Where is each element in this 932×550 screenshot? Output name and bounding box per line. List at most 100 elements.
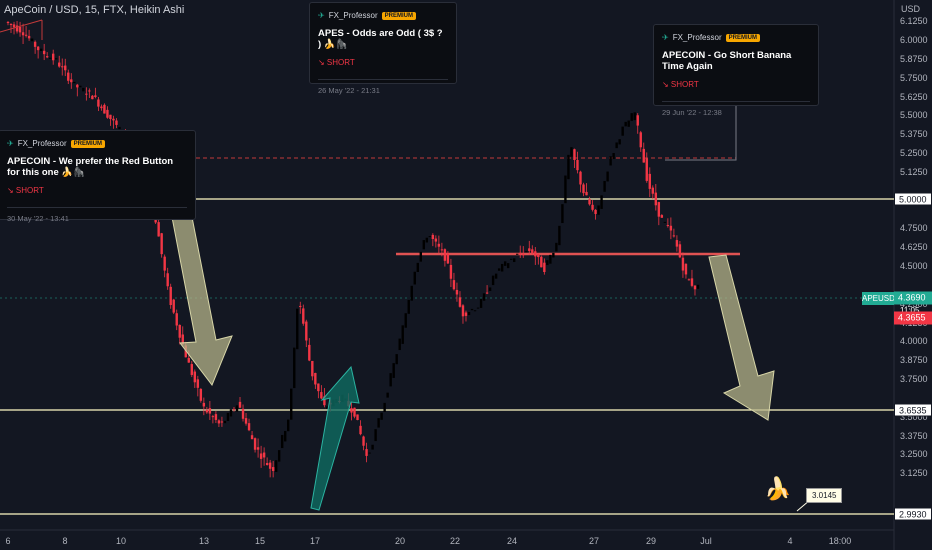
y-tick-label: 4.6250 <box>900 242 928 253</box>
candle-body <box>603 180 606 192</box>
down-arrow-right <box>708 254 775 421</box>
idea-card-apes-odds[interactable]: ✈ FX_Professor PREMIUM APES - Odds are Odd… <box>309 2 457 95</box>
candle-body <box>55 58 58 60</box>
x-tick-label: 6 <box>5 536 11 546</box>
candle-body <box>247 423 251 431</box>
candle-body <box>624 121 627 127</box>
candle-body <box>461 305 465 317</box>
candle-body <box>235 405 239 412</box>
candle-body <box>455 289 459 295</box>
candle-body <box>271 467 275 471</box>
x-tick-label: 13 <box>198 536 210 546</box>
candle-body <box>287 419 290 432</box>
candle-body <box>157 222 160 237</box>
candle-body <box>494 273 498 279</box>
idea-card-banana-time[interactable]: ✈ FX_Professor PREMIUM APECOIN - Go Short … <box>653 24 819 117</box>
y-tick-label: 5.5000 <box>900 110 928 121</box>
candle-body <box>588 198 591 205</box>
candle-body <box>422 240 426 250</box>
x-tick-label: 24 <box>506 536 518 546</box>
idea-action: ↘ SHORT <box>7 186 44 195</box>
candle-body <box>678 244 682 258</box>
candle-body <box>39 48 43 51</box>
candle-body <box>187 358 190 363</box>
candle-body <box>540 256 543 268</box>
candle-body <box>115 120 118 125</box>
candle-body <box>621 126 624 136</box>
candle-body <box>169 286 172 306</box>
candle-body <box>606 171 609 182</box>
premium-badge: PREMIUM <box>725 33 760 42</box>
candle-body <box>591 204 594 210</box>
candle-body <box>277 450 281 462</box>
candle-body <box>374 429 377 442</box>
candle-body <box>70 79 73 83</box>
candle-body <box>497 268 501 271</box>
idea-connector <box>665 106 737 161</box>
candle-body <box>434 238 438 242</box>
x-tick-label: 18:00 <box>828 536 852 546</box>
level-label-2-99: 2.9930 <box>894 507 932 521</box>
x-tick-label: 29 <box>645 536 657 546</box>
candle-body <box>440 249 444 251</box>
candle-body <box>636 115 639 126</box>
candle-body <box>9 23 13 26</box>
candle-body <box>642 148 645 163</box>
candle-body <box>217 420 221 424</box>
candle-body <box>398 338 401 351</box>
x-tick-label: 10 <box>115 536 127 546</box>
candle-body <box>73 81 76 84</box>
candle-body <box>6 21 10 24</box>
candle-body <box>196 379 200 388</box>
candle-body <box>428 236 432 238</box>
down-arrow-left <box>170 211 233 386</box>
candle-body <box>687 279 691 281</box>
last-red-label: 4.3655 <box>894 311 932 325</box>
candle-body <box>582 184 585 194</box>
candle-body <box>410 285 413 301</box>
candle-body <box>238 401 242 408</box>
candle-body <box>229 409 233 417</box>
candle-body <box>416 262 419 272</box>
candle-body <box>12 24 16 28</box>
candle-body <box>693 285 697 290</box>
candle-body <box>648 173 651 189</box>
candle-body <box>118 126 121 130</box>
idea-card-red-button[interactable]: ✈ FX_Professor PREMIUM APECOIN - We prefer… <box>0 130 196 223</box>
candle-body <box>262 452 266 458</box>
y-tick-label: 5.3750 <box>900 129 928 140</box>
candle-body <box>500 263 504 272</box>
candle-body <box>549 254 552 264</box>
candle-body <box>690 278 694 286</box>
candle-body <box>534 251 537 257</box>
candle-body <box>18 26 22 33</box>
candle-body <box>675 240 679 247</box>
candle-body <box>302 308 305 324</box>
candle-body <box>353 407 356 417</box>
candle-body <box>639 132 642 148</box>
candle-body <box>597 205 600 215</box>
candle-body <box>21 32 25 36</box>
candle-body <box>106 109 109 118</box>
y-tick-label: 5.7500 <box>900 72 928 83</box>
candle-body <box>208 408 212 414</box>
level-label-3-65: 3.6535 <box>894 403 932 417</box>
candle-body <box>401 325 404 344</box>
candle-body <box>100 106 103 109</box>
candle-body <box>543 262 546 273</box>
candle-body <box>654 192 658 206</box>
candle-body <box>181 334 184 345</box>
candle-body <box>594 209 597 214</box>
x-tick-label: 4 <box>787 536 793 546</box>
candle-body <box>163 256 166 271</box>
candle-body <box>389 373 392 387</box>
candle-body <box>395 354 398 365</box>
axis-currency: USD <box>901 4 921 14</box>
bar-countdown: 11:05 <box>900 306 920 315</box>
idea-title: APECOIN - We prefer the Red Button for t… <box>7 156 174 178</box>
candle-body <box>558 225 561 246</box>
candle-body <box>259 453 263 459</box>
candle-body <box>392 363 395 378</box>
candle-body <box>241 408 245 419</box>
